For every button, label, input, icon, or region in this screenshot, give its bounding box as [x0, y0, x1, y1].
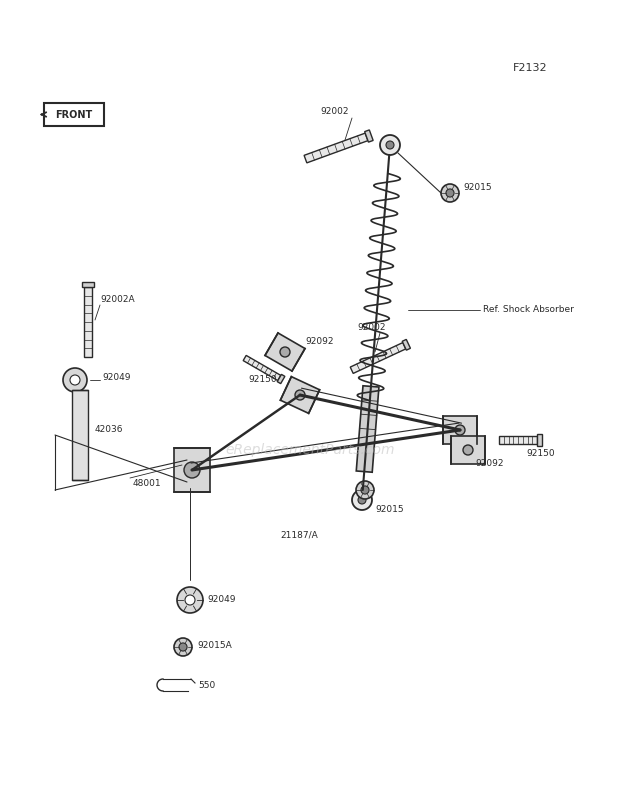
Text: 92015A: 92015A — [197, 641, 232, 650]
Text: 48001: 48001 — [133, 478, 162, 487]
Circle shape — [179, 643, 187, 651]
Text: 92092: 92092 — [305, 337, 334, 346]
Text: 92002A: 92002A — [100, 295, 135, 304]
Circle shape — [177, 587, 203, 613]
Polygon shape — [350, 342, 405, 373]
Circle shape — [446, 189, 454, 197]
Polygon shape — [402, 339, 410, 350]
Circle shape — [386, 141, 394, 149]
Text: 42036: 42036 — [95, 426, 123, 435]
Text: 92002: 92002 — [358, 323, 386, 332]
Polygon shape — [537, 435, 541, 445]
Text: 21187/A: 21187/A — [280, 530, 317, 539]
Circle shape — [361, 486, 369, 494]
Polygon shape — [365, 130, 373, 142]
Text: FRONT: FRONT — [55, 109, 92, 119]
Text: 92002: 92002 — [321, 108, 349, 117]
Circle shape — [70, 375, 80, 385]
Circle shape — [455, 425, 465, 435]
Circle shape — [280, 347, 290, 357]
Text: 92150: 92150 — [248, 375, 277, 384]
Text: 92015: 92015 — [375, 505, 404, 514]
Polygon shape — [443, 416, 477, 444]
Polygon shape — [280, 376, 320, 414]
Polygon shape — [82, 282, 94, 287]
Text: eReplacementParts.com: eReplacementParts.com — [225, 443, 395, 457]
Polygon shape — [72, 390, 88, 480]
Text: 550: 550 — [198, 680, 215, 689]
Circle shape — [174, 638, 192, 656]
Circle shape — [358, 496, 366, 504]
Polygon shape — [451, 436, 485, 464]
Circle shape — [352, 490, 372, 510]
Text: 92049: 92049 — [207, 595, 236, 604]
Circle shape — [380, 135, 400, 155]
Circle shape — [463, 445, 473, 455]
Polygon shape — [277, 375, 285, 384]
Circle shape — [185, 595, 195, 605]
Polygon shape — [243, 355, 281, 380]
Text: 92092: 92092 — [475, 458, 503, 467]
Text: F2132: F2132 — [513, 63, 547, 73]
Circle shape — [441, 184, 459, 202]
Text: 92049: 92049 — [102, 374, 130, 383]
Polygon shape — [265, 333, 305, 371]
Circle shape — [63, 368, 87, 392]
Text: 92015: 92015 — [463, 183, 492, 192]
Text: 92150: 92150 — [526, 448, 555, 457]
Circle shape — [295, 390, 305, 400]
Polygon shape — [84, 287, 92, 357]
Polygon shape — [356, 386, 379, 472]
Polygon shape — [499, 436, 537, 444]
Polygon shape — [304, 133, 368, 163]
Polygon shape — [174, 448, 210, 491]
FancyBboxPatch shape — [44, 103, 104, 126]
Circle shape — [356, 481, 374, 499]
Circle shape — [184, 462, 200, 478]
Text: Ref. Shock Absorber: Ref. Shock Absorber — [483, 306, 574, 315]
